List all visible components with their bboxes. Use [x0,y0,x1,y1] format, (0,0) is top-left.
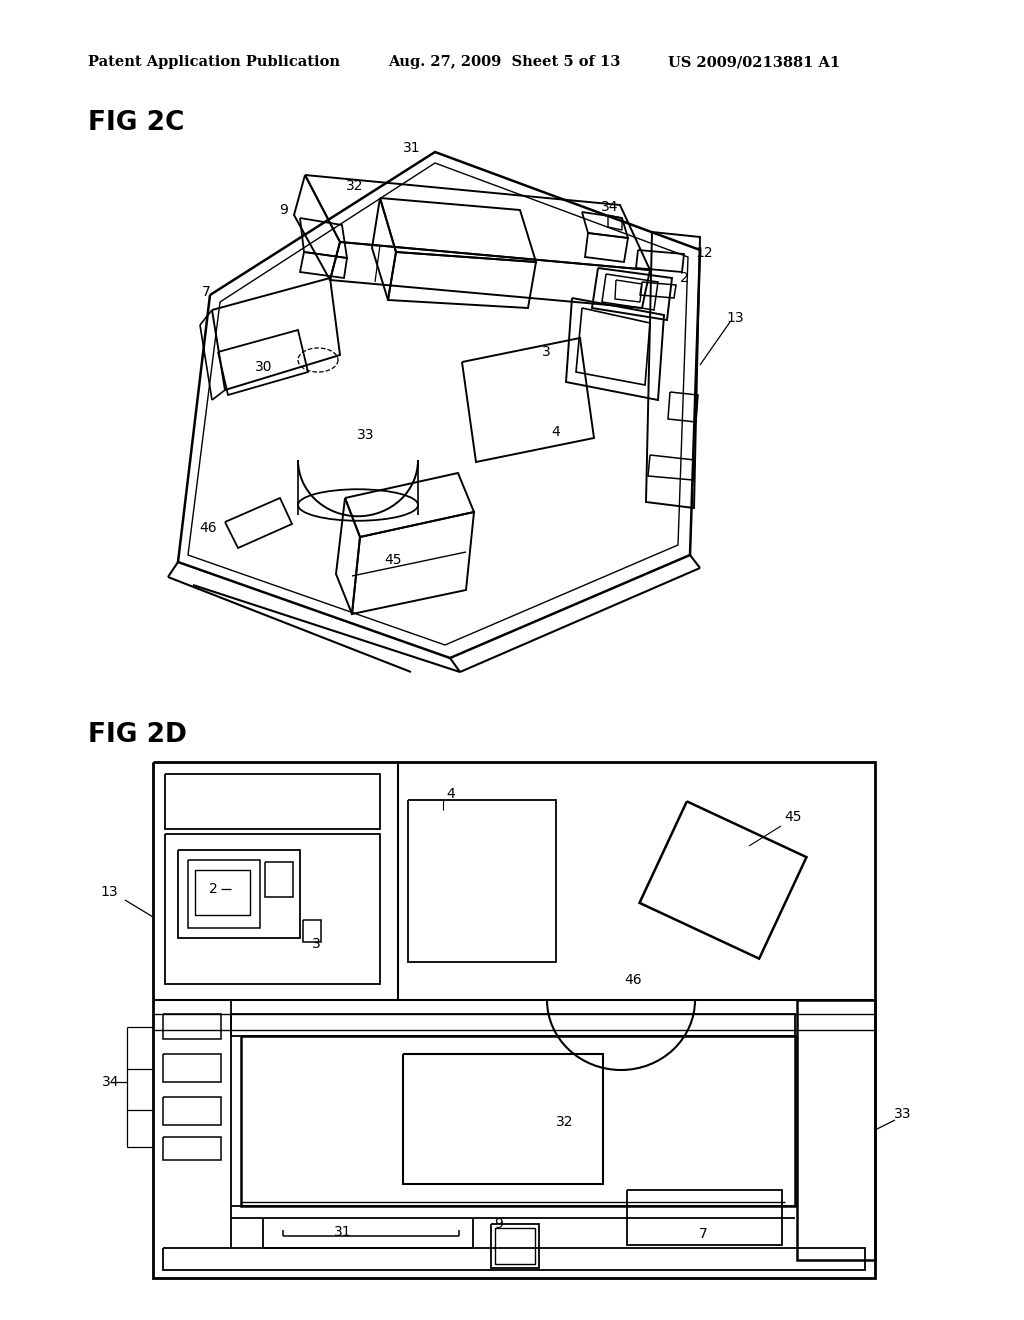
Text: 3: 3 [311,937,321,950]
Text: 45: 45 [384,553,401,568]
Text: 32: 32 [346,180,364,193]
Text: 4: 4 [552,425,560,440]
Text: 2: 2 [680,271,688,285]
Text: 30: 30 [255,360,272,374]
Text: 32: 32 [556,1115,573,1129]
Text: 34: 34 [601,201,618,214]
Text: 12: 12 [695,246,713,260]
Text: Aug. 27, 2009  Sheet 5 of 13: Aug. 27, 2009 Sheet 5 of 13 [388,55,621,69]
Text: 7: 7 [698,1228,708,1241]
Text: 13: 13 [100,884,118,899]
Text: 33: 33 [357,428,375,442]
Text: 2: 2 [209,882,217,896]
Text: 33: 33 [894,1107,911,1121]
Text: 31: 31 [334,1225,352,1239]
Text: Patent Application Publication: Patent Application Publication [88,55,340,69]
Text: 46: 46 [200,521,217,535]
Text: FIG 2D: FIG 2D [88,722,186,748]
Text: FIG 2C: FIG 2C [88,110,184,136]
Text: 46: 46 [625,973,642,987]
Text: 9: 9 [495,1217,504,1232]
Text: 13: 13 [726,312,743,325]
Text: 9: 9 [280,203,289,216]
Text: 7: 7 [202,285,210,300]
Text: 31: 31 [403,141,421,154]
Text: US 2009/0213881 A1: US 2009/0213881 A1 [668,55,840,69]
Text: 45: 45 [784,810,802,824]
Text: 3: 3 [542,345,550,359]
Text: 4: 4 [446,787,456,801]
Text: 34: 34 [102,1074,120,1089]
